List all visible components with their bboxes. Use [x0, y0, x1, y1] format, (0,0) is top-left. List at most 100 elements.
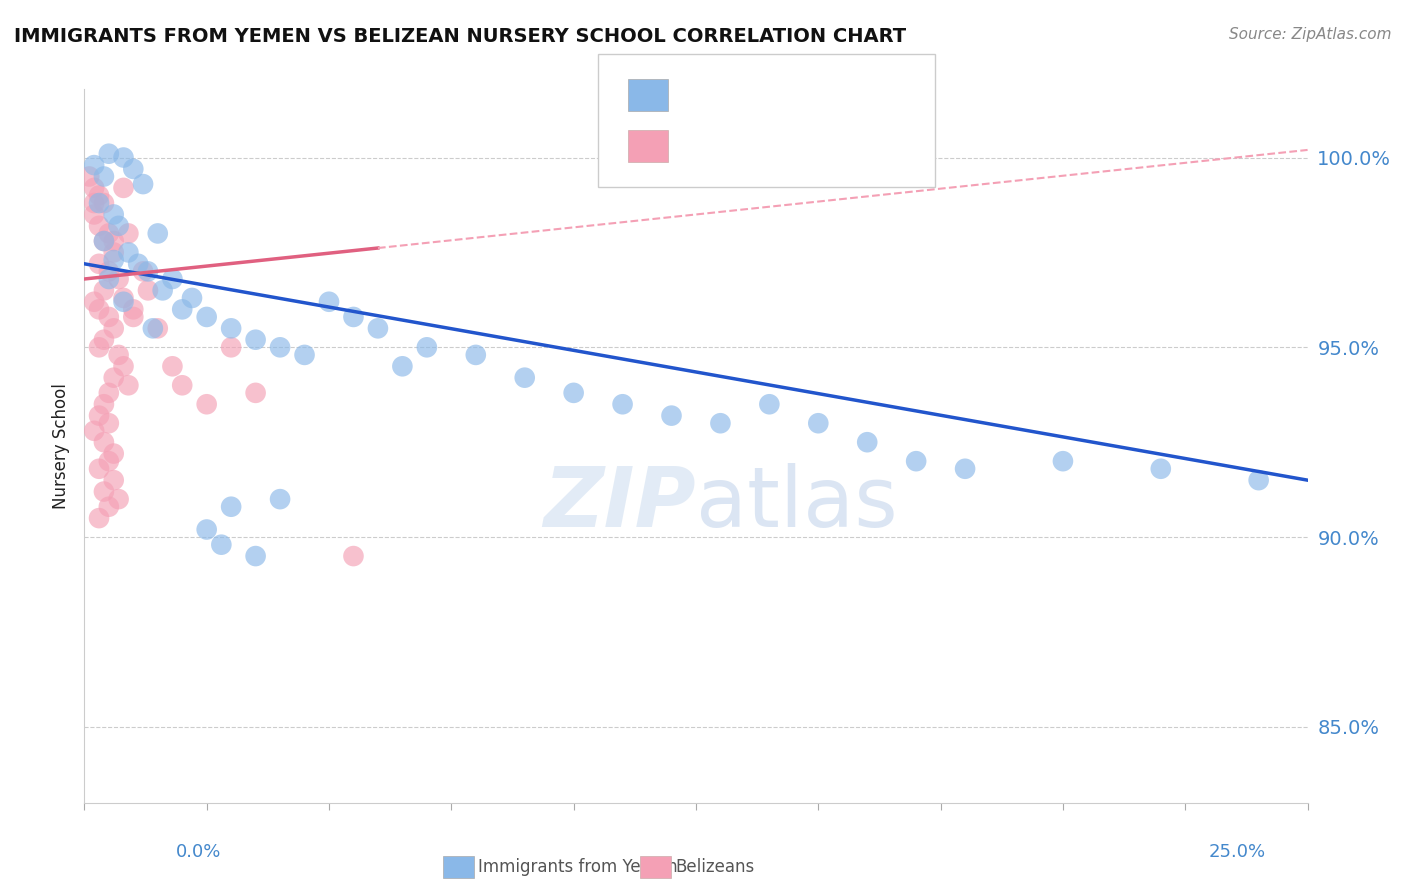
Text: -0.453: -0.453	[727, 86, 792, 103]
Point	[294, 348, 316, 362]
Point	[391, 359, 413, 374]
Text: atlas: atlas	[696, 463, 897, 543]
Point	[1150, 462, 1173, 476]
Point	[87, 196, 110, 211]
Point	[245, 333, 267, 347]
Point	[172, 302, 194, 317]
Point	[107, 348, 129, 362]
Text: 53: 53	[841, 137, 866, 155]
Point	[152, 284, 174, 298]
Point	[318, 294, 340, 309]
Point	[219, 340, 242, 354]
Point	[146, 321, 169, 335]
Point	[97, 310, 120, 324]
Point	[97, 227, 120, 241]
Point	[146, 227, 169, 241]
Point	[97, 454, 120, 468]
Point	[87, 340, 110, 354]
Point	[905, 454, 928, 468]
Point	[195, 397, 218, 411]
Text: 0.0%: 0.0%	[176, 843, 221, 861]
Point	[87, 302, 110, 317]
Point	[83, 294, 105, 309]
Point	[112, 294, 135, 309]
Point	[136, 284, 159, 298]
Point	[117, 227, 139, 241]
Point	[269, 492, 291, 507]
Point	[103, 370, 125, 384]
Point	[93, 196, 115, 211]
Point	[132, 177, 155, 191]
Text: R =: R =	[679, 137, 718, 155]
Point	[97, 500, 120, 514]
Point	[93, 397, 115, 411]
Text: N =: N =	[800, 86, 839, 103]
Point	[209, 538, 232, 552]
Point	[1052, 454, 1074, 468]
Point	[758, 397, 780, 411]
Point	[112, 359, 135, 374]
Point	[612, 397, 634, 411]
Point	[122, 310, 145, 324]
Point	[103, 207, 125, 221]
Point	[127, 257, 149, 271]
Point	[342, 310, 364, 324]
Text: Source: ZipAtlas.com: Source: ZipAtlas.com	[1229, 27, 1392, 42]
Point	[87, 257, 110, 271]
Point	[83, 207, 105, 221]
Point	[107, 219, 129, 233]
Point	[162, 272, 184, 286]
Point	[103, 447, 125, 461]
Point	[103, 321, 125, 335]
Text: ZIP: ZIP	[543, 463, 696, 543]
Point	[117, 378, 139, 392]
Text: R =: R =	[679, 86, 718, 103]
Point	[342, 549, 364, 563]
Point	[112, 291, 135, 305]
Point	[77, 169, 100, 184]
Point	[103, 234, 125, 248]
Point	[103, 473, 125, 487]
Point	[87, 462, 110, 476]
Point	[93, 234, 115, 248]
Point	[181, 291, 204, 305]
Point	[97, 272, 120, 286]
Point	[107, 492, 129, 507]
Point	[464, 348, 486, 362]
Point	[93, 435, 115, 450]
Point	[83, 181, 105, 195]
Point	[562, 385, 585, 400]
Point	[83, 424, 105, 438]
Point	[856, 435, 879, 450]
Point	[87, 409, 110, 423]
Text: Belizeans: Belizeans	[675, 858, 754, 876]
Point	[112, 151, 135, 165]
Point	[709, 416, 731, 430]
Point	[93, 169, 115, 184]
Point	[132, 264, 155, 278]
Point	[107, 272, 129, 286]
Point	[97, 416, 120, 430]
Point	[83, 158, 105, 172]
Point	[269, 340, 291, 354]
Point	[112, 181, 135, 195]
Text: 51: 51	[841, 86, 866, 103]
Point	[87, 219, 110, 233]
Text: IMMIGRANTS FROM YEMEN VS BELIZEAN NURSERY SCHOOL CORRELATION CHART: IMMIGRANTS FROM YEMEN VS BELIZEAN NURSER…	[14, 27, 907, 45]
Point	[87, 188, 110, 202]
Point	[245, 549, 267, 563]
Point	[87, 511, 110, 525]
Point	[117, 245, 139, 260]
Text: 0.111: 0.111	[727, 137, 783, 155]
Point	[103, 252, 125, 267]
Point	[953, 462, 976, 476]
Point	[122, 302, 145, 317]
Point	[93, 333, 115, 347]
Point	[1247, 473, 1270, 487]
Text: N =: N =	[800, 137, 839, 155]
Y-axis label: Nursery School: Nursery School	[52, 383, 70, 509]
Point	[172, 378, 194, 392]
Point	[661, 409, 683, 423]
Point	[97, 385, 120, 400]
Point	[245, 385, 267, 400]
